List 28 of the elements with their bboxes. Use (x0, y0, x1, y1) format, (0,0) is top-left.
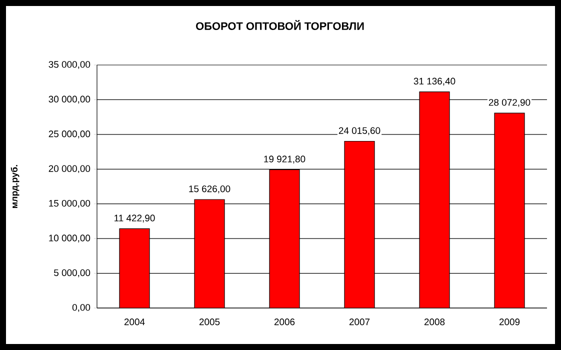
y-tick-label: 25 000,00 (48, 130, 90, 138)
y-tick-label: 5 000,00 (54, 269, 90, 278)
data-label: 24 015,60 (338, 127, 380, 136)
bar (119, 228, 150, 308)
x-tick-label: 2009 (499, 318, 520, 326)
bar (494, 112, 525, 308)
x-tick-label: 2007 (349, 318, 370, 326)
y-tick-label: 20 000,00 (48, 165, 90, 174)
data-label: 28 072,90 (488, 99, 530, 107)
y-tick-label: 0,00 (72, 304, 90, 312)
x-tick-label: 2006 (274, 318, 295, 326)
y-tick-label: 15 000,00 (49, 200, 90, 208)
bar (344, 140, 375, 308)
chart-title: ОБОРОТ ОПТОВОЙ ТОРГОВЛИ (196, 20, 364, 30)
y-tick-label: 30 000,00 (48, 96, 90, 104)
x-tick-label: 2005 (199, 318, 220, 326)
data-label: 31 136,40 (414, 78, 456, 86)
data-label: 19 921,80 (264, 156, 306, 164)
bar (194, 199, 225, 308)
y-tick-label: 35 000,00 (48, 61, 90, 69)
x-tick-label: 2008 (424, 318, 445, 326)
data-label: 15 626,00 (189, 185, 230, 194)
data-label: 11 422,90 (114, 214, 155, 222)
bar (419, 92, 450, 308)
y-tick-label: 10 000,00 (49, 234, 90, 242)
y-axis-title: млрд.руб. (10, 165, 20, 208)
x-tick-label: 2004 (124, 318, 145, 326)
bar (269, 169, 300, 308)
